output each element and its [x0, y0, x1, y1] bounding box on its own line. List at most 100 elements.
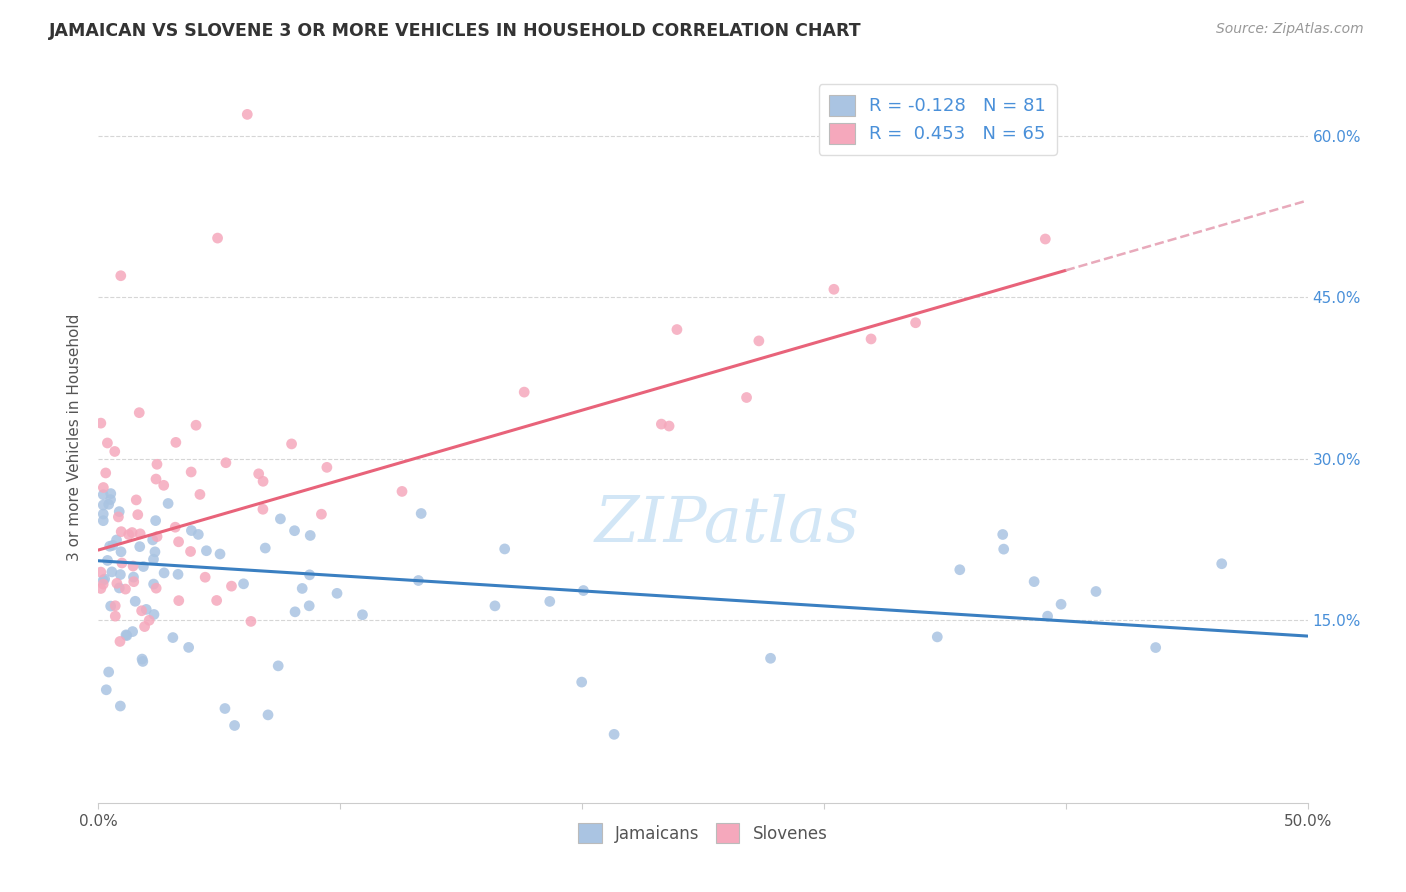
Point [1211, 557, 1233, 571]
Point [90, 582, 112, 596]
Point [1085, 584, 1108, 599]
Text: JAMAICAN VS SLOVENE 3 OR MORE VEHICLES IN HOUSEHOLD CORRELATION CHART: JAMAICAN VS SLOVENE 3 OR MORE VEHICLES I… [49, 22, 862, 40]
Point [187, 527, 209, 541]
Point [122, 559, 145, 574]
Point [194, 570, 217, 584]
Point [860, 332, 883, 346]
Point [104, 444, 127, 458]
Point [91, 514, 114, 528]
Point [143, 545, 166, 559]
Point [267, 658, 290, 673]
Point [1033, 232, 1056, 246]
Point [107, 510, 129, 524]
Point [759, 651, 782, 665]
Point [143, 607, 166, 622]
Point [97, 665, 120, 679]
Point [184, 418, 207, 433]
Point [91, 507, 114, 521]
Point [129, 526, 152, 541]
Point [111, 556, 134, 570]
Point [298, 567, 321, 582]
Point [115, 628, 138, 642]
Point [96, 436, 118, 450]
Point [257, 707, 280, 722]
Point [165, 520, 187, 534]
Point [153, 566, 176, 580]
Point [284, 605, 307, 619]
Point [221, 579, 243, 593]
Point [299, 528, 322, 542]
Point [1144, 640, 1167, 655]
Point [291, 582, 314, 596]
Point [571, 675, 593, 690]
Point [91, 498, 114, 512]
Point [411, 507, 433, 521]
Point [311, 507, 333, 521]
Point [131, 604, 153, 618]
Point [408, 574, 430, 588]
Point [115, 628, 138, 642]
Point [121, 624, 143, 639]
Point [132, 559, 155, 574]
Point [572, 583, 595, 598]
Point [298, 599, 321, 613]
Point [98, 539, 121, 553]
Point [391, 484, 413, 499]
Point [823, 282, 845, 296]
Point [93, 481, 115, 495]
Point [352, 607, 374, 622]
Point [108, 505, 131, 519]
Point [538, 594, 561, 608]
Point [128, 406, 150, 420]
Point [105, 533, 128, 547]
Point [110, 524, 132, 539]
Point [993, 542, 1015, 557]
Point [207, 231, 229, 245]
Point [167, 567, 190, 582]
Point [91, 573, 114, 587]
Point [138, 613, 160, 627]
Point [735, 391, 758, 405]
Point [108, 634, 131, 648]
Y-axis label: 3 or more Vehicles in Household: 3 or more Vehicles in Household [67, 313, 83, 561]
Point [162, 631, 184, 645]
Point [252, 475, 274, 489]
Point [205, 593, 228, 607]
Point [315, 460, 337, 475]
Point [127, 508, 149, 522]
Point [110, 699, 132, 714]
Point [247, 467, 270, 481]
Point [195, 543, 218, 558]
Point [135, 602, 157, 616]
Point [1024, 574, 1046, 589]
Point [90, 565, 112, 579]
Point [128, 540, 150, 554]
Point [110, 268, 132, 283]
Point [110, 545, 132, 559]
Point [167, 593, 190, 607]
Point [215, 456, 238, 470]
Point [121, 525, 143, 540]
Point [236, 107, 259, 121]
Legend: Jamaicans, Slovenes: Jamaicans, Slovenes [572, 817, 834, 849]
Point [603, 727, 626, 741]
Point [91, 488, 114, 502]
Point [180, 544, 202, 558]
Point [280, 437, 302, 451]
Point [145, 581, 167, 595]
Point [114, 582, 136, 596]
Point [927, 630, 949, 644]
Point [105, 576, 128, 591]
Point [180, 524, 202, 538]
Point [232, 576, 254, 591]
Point [101, 538, 124, 552]
Point [949, 563, 972, 577]
Point [326, 586, 349, 600]
Point [100, 486, 122, 500]
Point [122, 574, 145, 589]
Point [118, 527, 141, 541]
Point [94, 466, 117, 480]
Point [188, 487, 211, 501]
Point [167, 534, 190, 549]
Text: ZIPatlas: ZIPatlas [595, 494, 859, 556]
